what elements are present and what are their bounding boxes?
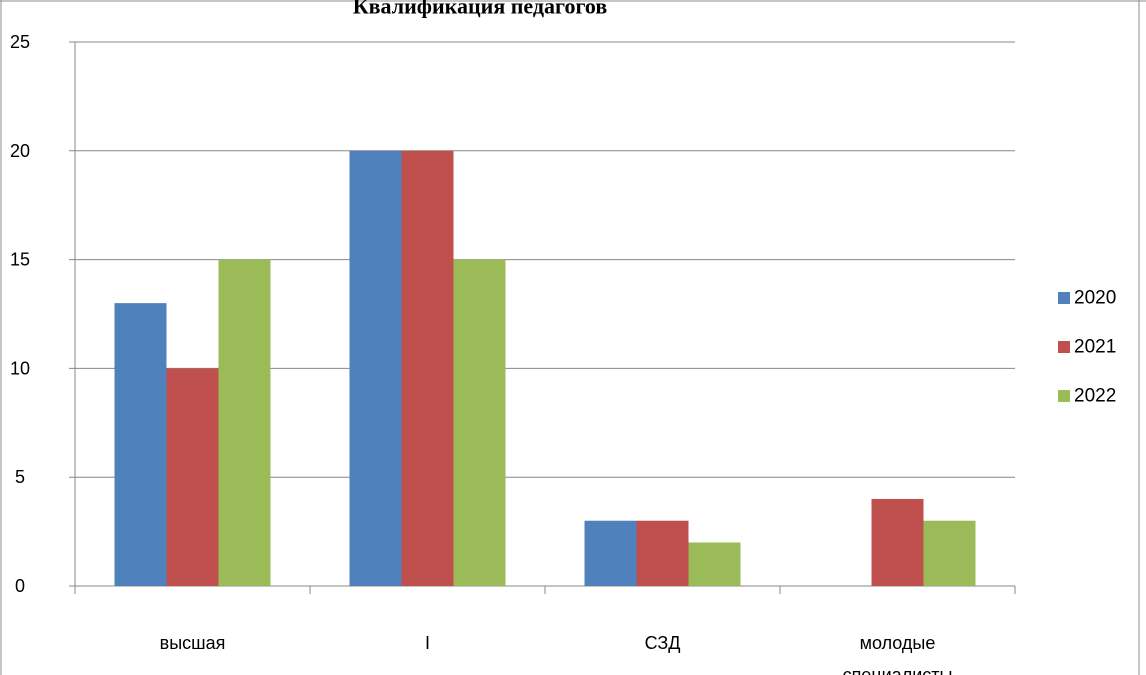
bar-2022 xyxy=(218,259,271,586)
legend: 2020 2021 2022 xyxy=(1058,288,1116,407)
bar-2022 xyxy=(923,520,976,586)
y-tick-label: 15 xyxy=(10,250,30,270)
bar-2020 xyxy=(114,303,167,586)
y-tick-label: 20 xyxy=(10,141,30,161)
legend-label: 2020 xyxy=(1074,288,1116,309)
bar-2021 xyxy=(871,498,924,586)
chart-title: Квалификация педагогов xyxy=(353,0,608,19)
bar-2021 xyxy=(401,150,454,587)
y-tick-label: 0 xyxy=(15,576,25,596)
legend-swatch xyxy=(1058,341,1070,353)
bar-2021 xyxy=(636,520,689,586)
x-category-label: высшая xyxy=(160,633,226,653)
x-category-label: специалисты xyxy=(843,665,953,675)
bar-2022 xyxy=(453,259,506,586)
legend-label: 2021 xyxy=(1074,337,1116,358)
legend-swatch xyxy=(1058,292,1070,304)
bar-2022 xyxy=(688,542,741,586)
y-tick-label: 10 xyxy=(10,358,30,378)
x-category-label: молодые xyxy=(860,633,936,653)
y-tick-labels: 0 5 10 15 20 25 xyxy=(10,32,30,596)
y-tick-label: 25 xyxy=(10,32,30,52)
bar-2020 xyxy=(349,150,402,587)
legend-label: 2022 xyxy=(1074,386,1116,407)
x-category-label: СЗД xyxy=(645,633,681,653)
legend-swatch xyxy=(1058,390,1070,402)
bar-2020 xyxy=(584,520,637,586)
x-category-labels: высшая I СЗД молодые специалисты xyxy=(160,633,953,675)
bars xyxy=(114,150,976,587)
y-tick-label: 5 xyxy=(15,467,25,487)
bar-2021 xyxy=(166,368,219,586)
x-category-label: I xyxy=(425,633,430,653)
